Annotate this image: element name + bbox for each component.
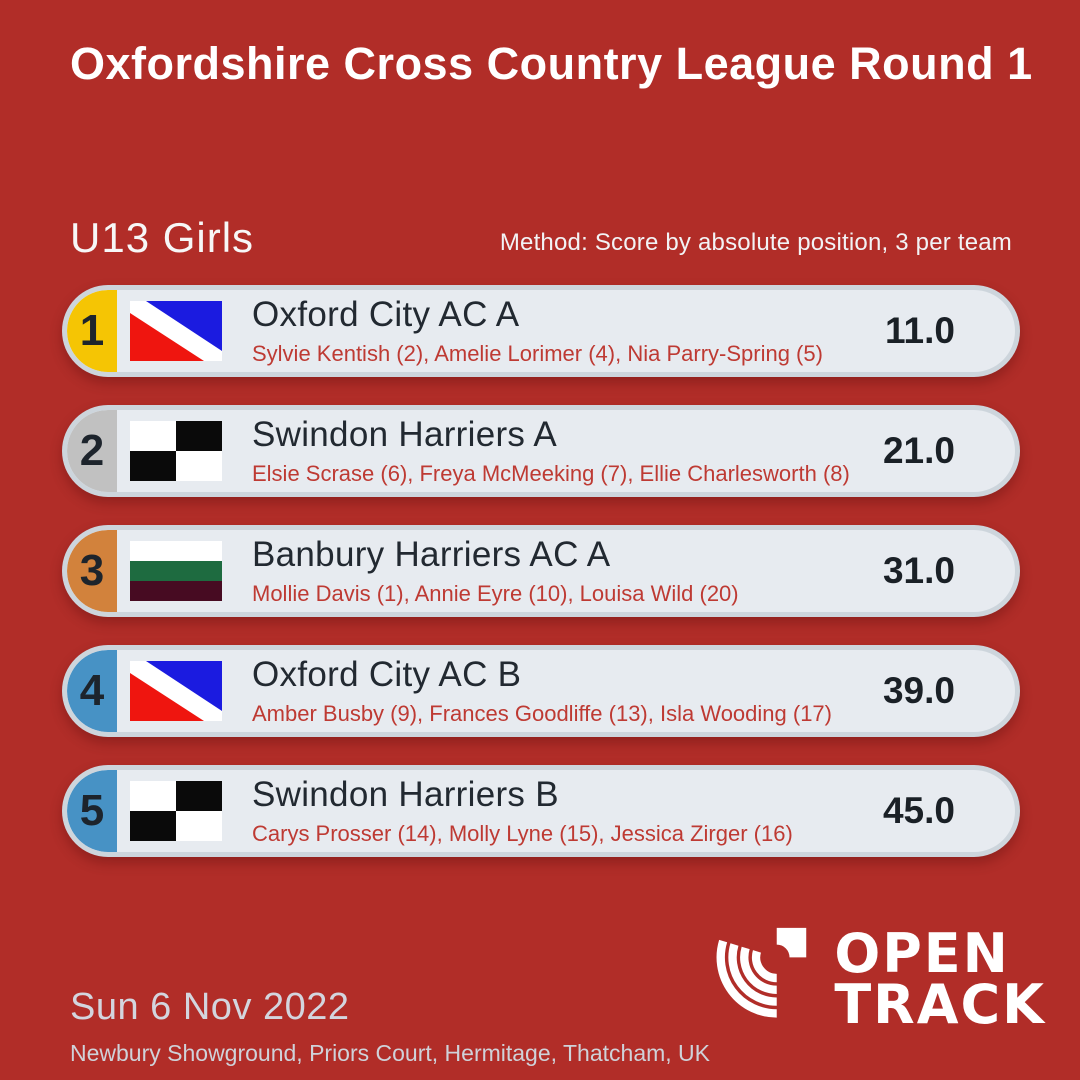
team-score: 45.0 xyxy=(882,790,955,831)
rank-number: 3 xyxy=(79,546,105,595)
team-info: Banbury Harriers AC A Mollie Davis (1), … xyxy=(252,530,739,612)
swindon-harriers-flag-icon xyxy=(130,421,222,481)
team-info: Oxford City AC A Sylvie Kentish (2), Ame… xyxy=(252,290,823,372)
rank-number: 2 xyxy=(79,426,105,475)
category-heading: U13 Girls xyxy=(70,214,255,261)
opentrack-wordmark: OPEN TRACK xyxy=(834,921,1046,1036)
result-pill: 3 Banbury Harriers AC A Mollie Davis (1)… xyxy=(67,530,1015,612)
team-athletes: Carys Prosser (14), Molly Lyne (15), Jes… xyxy=(252,821,793,846)
team-score: 21.0 xyxy=(882,430,955,471)
result-pill: 5 Swindon Harriers B Carys Prosser (14),… xyxy=(67,770,1015,852)
team-athletes: Amber Busby (9), Frances Goodliffe (13),… xyxy=(252,701,832,726)
result-row-4: 4 Oxford City AC B Amber Busby (9), Fran… xyxy=(62,645,1020,737)
team-score: 31.0 xyxy=(882,550,955,591)
result-row-2: 2 Swindon Harriers A Elsie Scrase (6), F… xyxy=(62,405,1020,497)
results-list: 1 Oxford City AC A Sylvie Kentish (2), A… xyxy=(62,285,1020,885)
team-name: Swindon Harriers A xyxy=(252,415,557,454)
team-athletes: Mollie Davis (1), Annie Eyre (10), Louis… xyxy=(252,581,739,606)
team-athletes: Elsie Scrase (6), Freya McMeeking (7), E… xyxy=(252,461,850,486)
opentrack-logo: OPEN TRACK xyxy=(702,920,1046,1038)
team-score: 39.0 xyxy=(882,670,955,711)
event-date: Sun 6 Nov 2022 xyxy=(70,986,350,1028)
team-info: Oxford City AC B Amber Busby (9), France… xyxy=(252,650,832,732)
result-pill: 1 Oxford City AC A Sylvie Kentish (2), A… xyxy=(67,290,1015,372)
result-pill: 2 Swindon Harriers A Elsie Scrase (6), F… xyxy=(67,410,1015,492)
rank-number: 4 xyxy=(79,666,105,715)
oxford-city-flag-icon xyxy=(130,661,222,721)
page-title: Oxfordshire Cross Country League Round 1 xyxy=(70,38,1033,89)
rank-number: 1 xyxy=(79,306,105,355)
team-name: Swindon Harriers B xyxy=(252,775,559,814)
banbury-harriers-flag-icon xyxy=(130,541,222,601)
opentrack-wordmark-line1: OPEN xyxy=(834,921,1010,985)
result-row-5: 5 Swindon Harriers B Carys Prosser (14),… xyxy=(62,765,1020,857)
team-name: Oxford City AC A xyxy=(252,295,520,334)
team-info: Swindon Harriers A Elsie Scrase (6), Fre… xyxy=(252,410,850,492)
oxford-city-flag-icon xyxy=(130,301,222,361)
team-info: Swindon Harriers B Carys Prosser (14), M… xyxy=(252,770,793,852)
opentrack-wordmark-line2: TRACK xyxy=(834,973,1046,1036)
result-row-1: 1 Oxford City AC A Sylvie Kentish (2), A… xyxy=(62,285,1020,377)
scoring-method-note: Method: Score by absolute position, 3 pe… xyxy=(499,229,1012,256)
swindon-harriers-flag-icon xyxy=(130,781,222,841)
team-name: Banbury Harriers AC A xyxy=(252,535,611,574)
team-athletes: Sylvie Kentish (2), Amelie Lorimer (4), … xyxy=(252,341,823,366)
result-row-3: 3 Banbury Harriers AC A Mollie Davis (1)… xyxy=(62,525,1020,617)
opentrack-arcs-icon xyxy=(702,920,820,1038)
team-name: Oxford City AC B xyxy=(252,655,522,694)
result-pill: 4 Oxford City AC B Amber Busby (9), Fran… xyxy=(67,650,1015,732)
event-venue: Newbury Showground, Priors Court, Hermit… xyxy=(70,1040,711,1066)
rank-number: 5 xyxy=(79,786,105,835)
team-score: 11.0 xyxy=(885,310,955,351)
